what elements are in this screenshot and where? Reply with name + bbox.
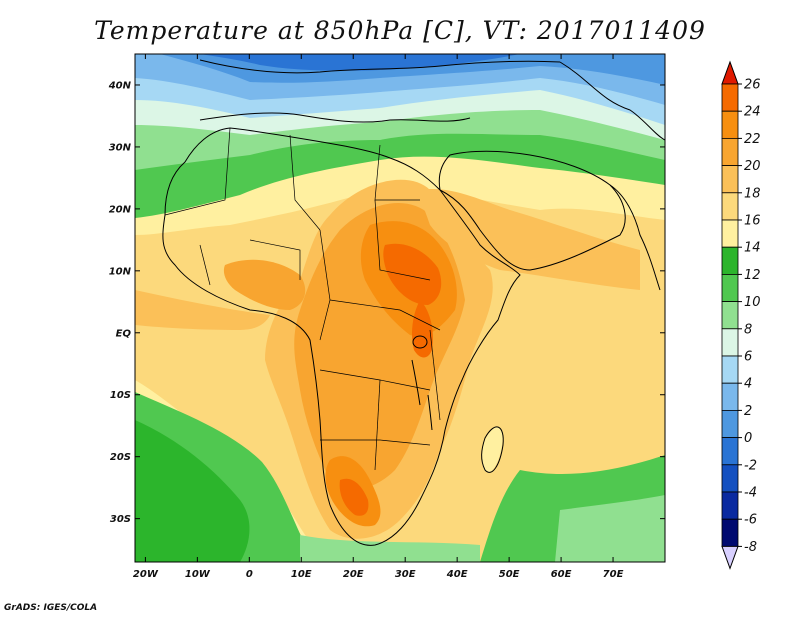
colorbar-swatch [721, 409, 739, 438]
border-6 [329, 299, 441, 331]
temperature-field [135, 54, 665, 562]
country-borders [164, 127, 441, 471]
colorbar-label: 8 [744, 322, 752, 337]
colorbar-swatch [721, 165, 739, 194]
lon-label: 60E [551, 569, 572, 580]
colorbar-label: 24 [744, 105, 761, 120]
lon-label: 20E [343, 569, 364, 580]
border-2 [289, 134, 321, 231]
colorbar-swatch [721, 246, 739, 275]
lat-label: 20N [109, 204, 132, 215]
border-11 [249, 239, 301, 280]
field-north-deep-blue [200, 54, 520, 71]
lat-label: 20S [110, 452, 131, 463]
lon-label: 40E [446, 569, 468, 580]
lakes [411, 335, 433, 431]
colorbar-label: 26 [744, 78, 761, 93]
colorbar-label: 12 [744, 268, 761, 283]
lat-label: 10S [110, 390, 131, 401]
field-south-indian-pale [555, 495, 665, 562]
colorbar-swatch [721, 301, 739, 330]
asia-outline [559, 61, 666, 141]
field-east-africa-hot [412, 300, 433, 358]
colorbar-swatch [721, 355, 739, 384]
colorbar-label: -2 [744, 458, 757, 473]
colorbar-swatch [721, 273, 739, 302]
lon-label: 10E [291, 569, 312, 580]
lon-label: 0 [246, 569, 253, 580]
mediterranean-outline [199, 112, 471, 123]
field-arabian-sea [420, 189, 640, 290]
colorbar-swatch [721, 192, 739, 221]
colorbar-label: -4 [744, 486, 757, 501]
field-gulf-guinea [135, 290, 270, 330]
colorbar-label: 16 [744, 214, 761, 229]
lon-label: 70E [603, 569, 624, 580]
india-outline [609, 184, 661, 291]
lon-label: 50E [499, 569, 520, 580]
arabia-outline [438, 150, 626, 271]
field-madagascar [481, 427, 503, 473]
lat-label: 30S [110, 514, 131, 525]
colorbar-swatch [721, 219, 739, 248]
border-1 [164, 127, 231, 216]
lat-label: 40N [108, 80, 132, 91]
colorbar-swatch [721, 328, 739, 357]
colorbar-label: 2 [744, 404, 752, 419]
colorbar-label: 4 [744, 377, 752, 392]
lake-tanganyika [411, 359, 421, 406]
border-10 [429, 329, 441, 421]
colorbar-over-triangle [721, 60, 739, 85]
colorbar-under-triangle [721, 545, 739, 570]
africa-outline [162, 127, 521, 546]
europe-outline [199, 59, 561, 74]
border-5 [374, 199, 431, 281]
field-south-tip-green [300, 535, 480, 562]
lake-victoria [412, 335, 428, 349]
coastlines [162, 59, 666, 546]
colorbar-label: 22 [744, 132, 761, 147]
colorbar-label: 14 [744, 241, 761, 256]
colorbar-label: 6 [744, 350, 752, 365]
lon-label: 20W [133, 569, 159, 580]
lat-label: 30N [109, 142, 132, 153]
colorbar-label: 20 [744, 159, 761, 174]
colorbar-swatch [721, 518, 739, 547]
colorbar-swatch [721, 437, 739, 466]
lake-malawi [427, 394, 433, 431]
border-9 [374, 379, 381, 471]
field-west-africa-warm [223, 259, 306, 310]
field-sahel-hottest [383, 243, 442, 305]
field-south-atlantic-dark [135, 420, 250, 562]
colorbar-swatch [721, 110, 739, 139]
colorbar-label: 0 [744, 431, 752, 446]
longitude-axis: 20W 10W 0 10E 20E 30E 40E 50E 60E 70E [133, 54, 624, 580]
field-kalahari-hottest [339, 478, 369, 516]
map-frame [134, 53, 666, 563]
colorbar-swatch [721, 491, 739, 520]
colorbar-swatch [721, 137, 739, 166]
map-title: Temperature at 850hPa [C], VT: 201701140… [94, 16, 706, 45]
lat-label: 10N [109, 266, 132, 277]
colorbar-swatch [721, 464, 739, 493]
lon-label: 10W [185, 569, 211, 580]
colorbar-swatch [721, 382, 739, 411]
latitude-axis: 40N 30N 20N 10N EQ 10S 20S 30S [108, 80, 665, 525]
grads-credit: GrADS: IGES/COLA [4, 603, 98, 613]
colorbar-label: -6 [744, 513, 757, 528]
lat-label: EQ [116, 328, 132, 339]
colorbar-label: 10 [744, 295, 761, 310]
colorbar-label: 18 [744, 186, 761, 201]
colorbar-label: -8 [744, 540, 757, 555]
colorbar-swatch [721, 83, 739, 112]
border-8 [320, 439, 431, 446]
border-12 [199, 244, 211, 286]
lon-label: 30E [395, 569, 416, 580]
madagascar-outline [481, 426, 504, 473]
